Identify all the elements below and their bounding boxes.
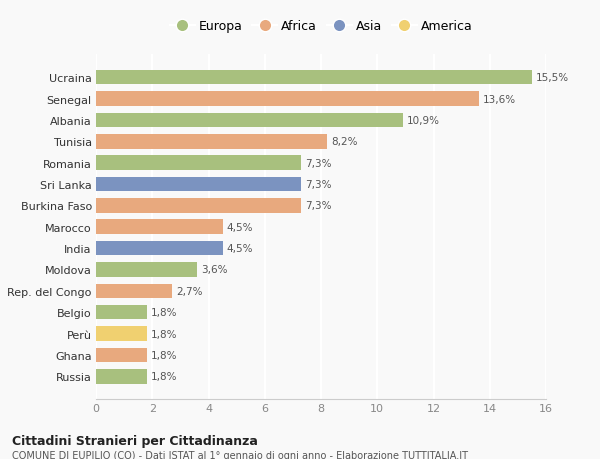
Bar — [96, 134, 326, 149]
Text: 2,7%: 2,7% — [176, 286, 203, 296]
Text: 10,9%: 10,9% — [407, 116, 440, 126]
Text: 7,3%: 7,3% — [305, 201, 332, 211]
Text: 15,5%: 15,5% — [536, 73, 569, 83]
Text: 4,5%: 4,5% — [227, 222, 253, 232]
Bar — [96, 369, 146, 384]
Bar — [96, 113, 403, 128]
Bar — [96, 92, 479, 106]
Bar — [96, 326, 146, 341]
Bar — [96, 305, 146, 320]
Text: 7,3%: 7,3% — [305, 158, 332, 168]
Text: 13,6%: 13,6% — [483, 94, 516, 104]
Text: 8,2%: 8,2% — [331, 137, 358, 147]
Bar — [96, 71, 532, 85]
Text: 1,8%: 1,8% — [151, 350, 178, 360]
Text: 4,5%: 4,5% — [227, 244, 253, 253]
Text: 1,8%: 1,8% — [151, 371, 178, 381]
Bar — [96, 177, 301, 192]
Bar — [96, 263, 197, 277]
Text: 1,8%: 1,8% — [151, 329, 178, 339]
Bar — [96, 348, 146, 362]
Text: 3,6%: 3,6% — [202, 265, 228, 275]
Bar — [96, 199, 301, 213]
Text: 1,8%: 1,8% — [151, 308, 178, 318]
Bar — [96, 156, 301, 170]
Text: Cittadini Stranieri per Cittadinanza: Cittadini Stranieri per Cittadinanza — [12, 434, 258, 447]
Bar — [96, 241, 223, 256]
Text: 7,3%: 7,3% — [305, 179, 332, 190]
Legend: Europa, Africa, Asia, America: Europa, Africa, Asia, America — [170, 20, 472, 33]
Bar — [96, 284, 172, 298]
Text: COMUNE DI EUPILIO (CO) - Dati ISTAT al 1° gennaio di ogni anno - Elaborazione TU: COMUNE DI EUPILIO (CO) - Dati ISTAT al 1… — [12, 450, 468, 459]
Bar — [96, 220, 223, 235]
